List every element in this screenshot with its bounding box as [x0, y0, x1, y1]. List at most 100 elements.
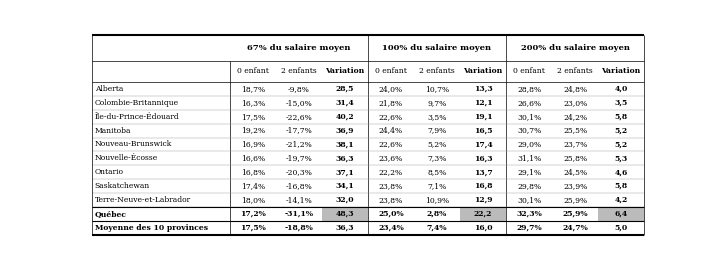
Text: Colombie-Britannique: Colombie-Britannique [95, 99, 179, 107]
Text: 5,0: 5,0 [614, 224, 628, 231]
Text: -31,1%: -31,1% [285, 210, 313, 218]
Text: Variation: Variation [463, 68, 503, 76]
Text: 32,0: 32,0 [336, 196, 354, 204]
Text: 21,8%: 21,8% [379, 99, 403, 107]
Text: -16,8%: -16,8% [285, 182, 313, 190]
Text: 2,8%: 2,8% [427, 210, 447, 218]
Text: 4,6: 4,6 [614, 168, 628, 176]
Text: -21,2%: -21,2% [285, 140, 313, 148]
Text: 200% du salaire moyen: 200% du salaire moyen [521, 44, 630, 52]
Text: 36,3: 36,3 [336, 224, 354, 231]
Text: 17,4%: 17,4% [241, 182, 265, 190]
Text: 28,8%: 28,8% [517, 85, 541, 93]
Text: 16,0: 16,0 [474, 224, 493, 231]
Text: 18,7%: 18,7% [241, 85, 265, 93]
Text: 8,5%: 8,5% [427, 168, 447, 176]
Text: 40,2: 40,2 [336, 113, 354, 121]
Text: 2 enfants: 2 enfants [557, 68, 593, 76]
Text: 29,1%: 29,1% [517, 168, 541, 176]
Text: 25,9%: 25,9% [562, 210, 588, 218]
Text: 22,2%: 22,2% [379, 168, 403, 176]
Text: Québec: Québec [95, 210, 127, 218]
Text: 23,7%: 23,7% [563, 140, 587, 148]
Text: 23,4%: 23,4% [378, 224, 404, 231]
Text: 34,1: 34,1 [336, 182, 354, 190]
Text: -22,6%: -22,6% [285, 113, 313, 121]
Text: 12,9: 12,9 [474, 196, 493, 204]
Text: 0 enfant: 0 enfant [375, 68, 407, 76]
Text: 5,2: 5,2 [614, 140, 628, 148]
Text: 25,9%: 25,9% [563, 196, 587, 204]
Text: 3,5: 3,5 [614, 99, 628, 107]
Text: 19,2%: 19,2% [241, 127, 265, 135]
Text: 23,8%: 23,8% [379, 196, 403, 204]
Text: Terre-Neuve-et-Labrador: Terre-Neuve-et-Labrador [95, 196, 191, 204]
Text: 23,0%: 23,0% [563, 99, 587, 107]
Text: 19,1: 19,1 [474, 113, 493, 121]
Text: 24,7%: 24,7% [562, 224, 588, 231]
Text: 5,8: 5,8 [614, 182, 628, 190]
Text: 32,3%: 32,3% [516, 210, 542, 218]
Text: 24,5%: 24,5% [563, 168, 587, 176]
Text: Manitoba: Manitoba [95, 127, 131, 135]
Text: 4,2: 4,2 [614, 196, 628, 204]
Text: -14,1%: -14,1% [285, 196, 313, 204]
Text: 12,1: 12,1 [474, 99, 493, 107]
Text: -19,7%: -19,7% [285, 154, 313, 162]
Text: 5,3: 5,3 [614, 154, 628, 162]
Text: 29,8%: 29,8% [517, 182, 541, 190]
Text: -17,7%: -17,7% [285, 127, 313, 135]
Text: 16,8%: 16,8% [241, 168, 265, 176]
Text: Alberta: Alberta [95, 85, 123, 93]
Text: 10,7%: 10,7% [425, 85, 449, 93]
Text: 6,4: 6,4 [614, 210, 628, 218]
Text: -20,3%: -20,3% [285, 168, 313, 176]
Text: 25,5%: 25,5% [563, 127, 587, 135]
Text: 100% du salaire moyen: 100% du salaire moyen [382, 44, 492, 52]
Text: Nouveau-Brunswick: Nouveau-Brunswick [95, 140, 172, 148]
Text: 30,1%: 30,1% [517, 113, 541, 121]
Text: 16,5: 16,5 [474, 127, 493, 135]
Text: Moyenne des 10 provinces: Moyenne des 10 provinces [95, 224, 208, 231]
Text: Ontario: Ontario [95, 168, 123, 176]
Text: 24,2%: 24,2% [563, 113, 587, 121]
Text: 16,9%: 16,9% [241, 140, 265, 148]
Text: 24,4%: 24,4% [379, 127, 403, 135]
Text: 26,6%: 26,6% [517, 99, 541, 107]
Text: 16,6%: 16,6% [241, 154, 265, 162]
Text: 30,7%: 30,7% [517, 127, 541, 135]
Bar [598, 207, 644, 221]
Text: 24,0%: 24,0% [379, 85, 403, 93]
Text: 13,3: 13,3 [474, 85, 493, 93]
Text: 3,5%: 3,5% [427, 113, 447, 121]
Text: Variation: Variation [326, 68, 364, 76]
Text: 7,3%: 7,3% [427, 154, 447, 162]
Text: 16,8: 16,8 [474, 182, 493, 190]
Bar [460, 207, 506, 221]
Text: 67% du salaire moyen: 67% du salaire moyen [247, 44, 351, 52]
Text: 16,3: 16,3 [474, 154, 493, 162]
Text: 30,1%: 30,1% [517, 196, 541, 204]
Text: 28,5: 28,5 [336, 85, 354, 93]
Text: 0 enfant: 0 enfant [513, 68, 545, 76]
Text: 29,0%: 29,0% [517, 140, 541, 148]
Text: Île-du-Prince-Édouard: Île-du-Prince-Édouard [95, 113, 179, 121]
Text: 36,3: 36,3 [336, 154, 354, 162]
Text: 2 enfants: 2 enfants [281, 68, 317, 76]
Text: 18,0%: 18,0% [241, 196, 265, 204]
Text: 7,4%: 7,4% [427, 224, 447, 231]
Text: -15,0%: -15,0% [285, 99, 313, 107]
Text: 31,1%: 31,1% [517, 154, 541, 162]
Text: 22,6%: 22,6% [379, 140, 403, 148]
Text: 23,9%: 23,9% [563, 182, 587, 190]
Text: 16,3%: 16,3% [241, 99, 265, 107]
Text: 17,5%: 17,5% [240, 224, 266, 231]
Text: 48,3: 48,3 [336, 210, 354, 218]
Text: 25,8%: 25,8% [563, 154, 587, 162]
Text: 38,1: 38,1 [336, 140, 354, 148]
Bar [322, 207, 368, 221]
Text: 24,8%: 24,8% [563, 85, 587, 93]
Text: 31,4: 31,4 [336, 99, 354, 107]
Text: 5,2: 5,2 [614, 127, 628, 135]
Text: 29,7%: 29,7% [516, 224, 542, 231]
